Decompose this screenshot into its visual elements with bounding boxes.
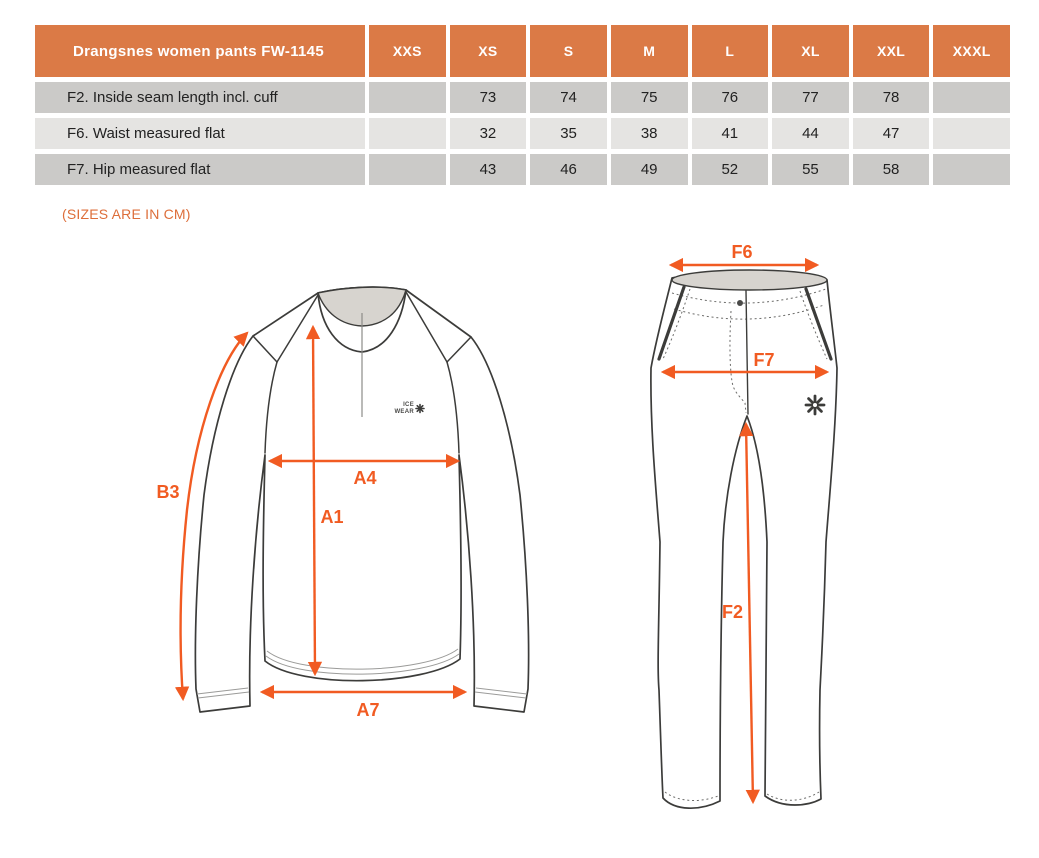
size-value-cell: 49 xyxy=(610,154,688,185)
pants-outline xyxy=(650,272,838,809)
size-value-cell xyxy=(369,154,446,185)
size-column-header-xxs: XXS xyxy=(369,25,446,77)
size-value-cell xyxy=(933,82,1010,113)
size-table: Drangsnes women pants FW-1145 XXS XS S M… xyxy=(35,25,1010,185)
waist-label: F6 xyxy=(731,242,752,262)
waist-button xyxy=(737,300,743,306)
seam-lines xyxy=(252,291,472,454)
size-value-cell: 32 xyxy=(449,118,527,149)
brand-logo: ICE WEAR xyxy=(394,402,425,415)
size-value-cell: 43 xyxy=(449,154,527,185)
size-column-header-s: S xyxy=(530,25,607,77)
size-column-header-xs: XS xyxy=(449,25,527,77)
size-value-cell: 44 xyxy=(772,118,849,149)
brand-text-line2: WEAR xyxy=(394,409,414,415)
measurement-arrows xyxy=(174,324,468,702)
brand-text-line1: ICE xyxy=(403,402,414,408)
size-value-cell xyxy=(369,82,446,113)
row-label-hip: F7. Hip measured flat xyxy=(35,154,365,185)
quarter-zip-top-diagram: ICE WEAR B3 A4 A1 A7 xyxy=(156,286,530,720)
hip-label: F7 xyxy=(753,350,774,370)
size-value-cell xyxy=(933,118,1010,149)
size-column-header-xxxl: XXXL xyxy=(933,25,1010,77)
sleeve-label: B3 xyxy=(156,482,179,502)
size-value-cell: 35 xyxy=(530,118,607,149)
size-value-cell: 38 xyxy=(610,118,688,149)
size-column-header-m: M xyxy=(610,25,688,77)
size-value-cell: 52 xyxy=(691,154,769,185)
right-pocket-opening xyxy=(804,287,833,361)
size-value-cell xyxy=(933,154,1010,185)
size-value-cell: 73 xyxy=(449,82,527,113)
collar xyxy=(317,286,407,353)
front-length-label: A1 xyxy=(320,507,343,527)
size-value-cell: 77 xyxy=(772,82,849,113)
size-value-cell: 47 xyxy=(852,118,930,149)
size-value-cell: 46 xyxy=(530,154,607,185)
table-title: Drangsnes women pants FW-1145 xyxy=(35,25,365,77)
inseam-label: F2 xyxy=(722,602,743,622)
size-column-header-l: L xyxy=(691,25,769,77)
size-column-header-xl: XL xyxy=(772,25,849,77)
left-pocket-opening xyxy=(657,285,686,361)
size-value-cell: 58 xyxy=(852,154,930,185)
fly-stitch xyxy=(729,310,747,414)
waistband xyxy=(671,269,828,291)
snowflake-icon xyxy=(804,394,826,416)
length-arrow-a1 xyxy=(305,324,323,677)
row-label-inseam: F2. Inside seam length incl. cuff xyxy=(35,82,365,113)
size-value-cell xyxy=(369,118,446,149)
size-value-cell: 55 xyxy=(772,154,849,185)
size-value-cell: 41 xyxy=(691,118,769,149)
size-value-cell: 78 xyxy=(852,82,930,113)
snowflake-icon xyxy=(415,403,425,414)
row-label-waist: F6. Waist measured flat xyxy=(35,118,365,149)
pants-diagram: F6 F7 F2 xyxy=(650,242,838,809)
measurement-arrows xyxy=(660,257,830,805)
size-value-cell: 74 xyxy=(530,82,607,113)
size-value-cell: 75 xyxy=(610,82,688,113)
inseam-arrow-f2 xyxy=(739,421,760,805)
sleeve-arrow-b3 xyxy=(174,331,249,702)
size-value-cell: 76 xyxy=(691,82,769,113)
units-note: (SIZES ARE IN CM) xyxy=(62,206,191,222)
hem-width-label: A7 xyxy=(356,700,379,720)
chest-width-label: A4 xyxy=(353,468,376,488)
size-column-header-xxl: XXL xyxy=(852,25,930,77)
collar-inner xyxy=(317,286,407,327)
pockets xyxy=(657,285,833,361)
